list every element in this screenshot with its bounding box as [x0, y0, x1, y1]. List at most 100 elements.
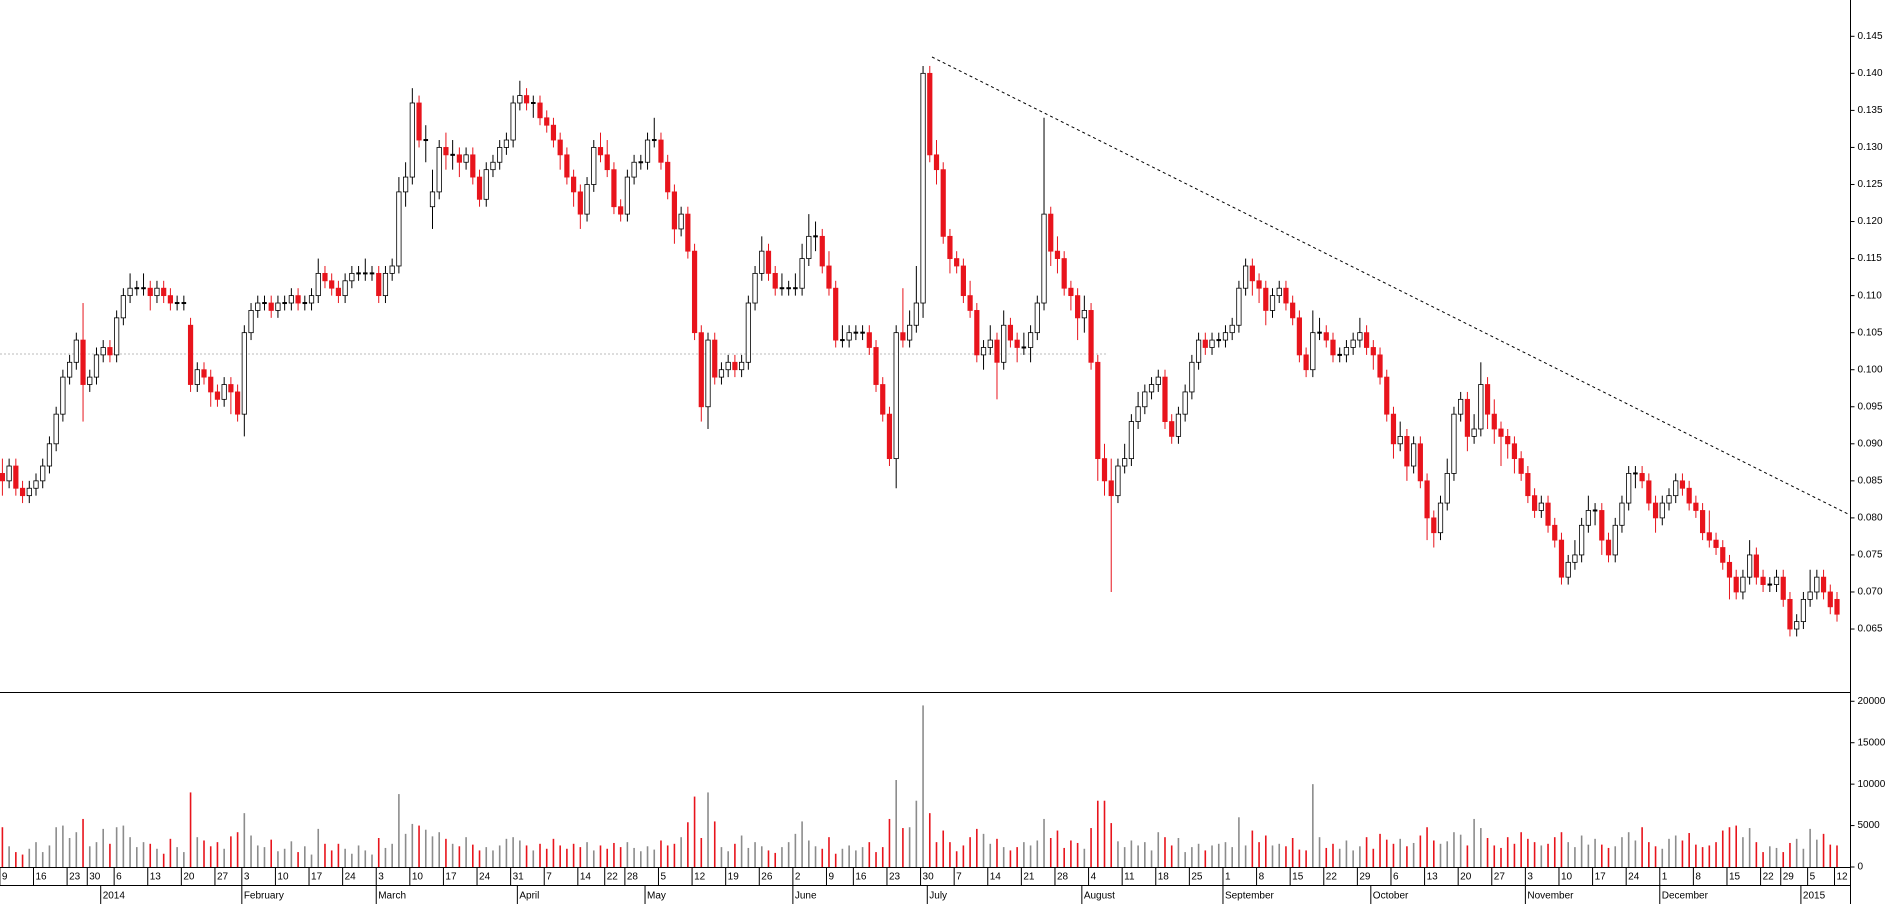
volume-bar [216, 842, 219, 867]
volume-bar [1520, 832, 1522, 867]
volume-bar [169, 838, 172, 867]
volume-bar [781, 847, 783, 867]
candle-body [1518, 458, 1524, 474]
x-tick-label: 29 [1359, 872, 1371, 883]
volume-bar [109, 843, 111, 867]
candle-body [376, 272, 382, 297]
volume-bar [1560, 832, 1563, 867]
candle-body [268, 302, 274, 311]
candle-body [544, 117, 550, 126]
volume-bar [646, 846, 649, 867]
candle-body [571, 176, 577, 193]
x-tick-label: 7 [546, 872, 552, 883]
volume-bar [1144, 842, 1146, 867]
volume-bar [915, 800, 918, 867]
volume-bar [351, 853, 353, 867]
candle-body [1552, 524, 1558, 541]
candle-body [1182, 391, 1188, 415]
volume-bar [1641, 827, 1643, 867]
candle-body [1800, 598, 1806, 623]
volume-bar [1123, 847, 1126, 867]
month-label: May [647, 891, 666, 902]
candle-body [1370, 347, 1376, 356]
volume-bar [1775, 847, 1778, 867]
candle-body [1108, 480, 1114, 497]
volume-bar [8, 846, 10, 867]
candle-body [618, 206, 624, 215]
volume-bar [834, 853, 837, 867]
volume-bar [626, 842, 629, 867]
volume-bar [922, 705, 924, 867]
volume-bar [814, 846, 817, 867]
volume-bar [1049, 838, 1052, 867]
volume-bar [122, 825, 125, 867]
candle-body [644, 139, 651, 163]
volume-bar [1587, 844, 1590, 867]
x-tick-label: 3 [378, 872, 384, 883]
volume-bar [304, 846, 306, 867]
volume-bar [438, 832, 441, 867]
volume-bar [129, 837, 131, 867]
candle-body [725, 361, 731, 371]
volume-bar [505, 838, 508, 867]
volume-bar [1197, 843, 1200, 867]
volume-bar [1594, 838, 1596, 867]
volume-bar [1385, 839, 1388, 867]
x-tick-label: 31 [513, 872, 525, 883]
candle-body [1135, 406, 1141, 422]
candle-body [799, 258, 805, 289]
candle-body [1095, 361, 1101, 460]
volume-bar [1701, 847, 1704, 867]
volume-bar [1547, 843, 1549, 867]
volume-bar [1802, 848, 1805, 867]
candle-body [1673, 480, 1679, 497]
candle-body [382, 272, 389, 297]
candle-body [1458, 398, 1464, 415]
volume-bar [1513, 843, 1516, 867]
candle-body [389, 265, 395, 274]
candle-body [490, 161, 496, 171]
candle-body [1249, 265, 1255, 282]
volume-bar [411, 823, 414, 867]
volume-bar [868, 842, 871, 867]
candle-body [1283, 287, 1289, 304]
candle-body [665, 161, 671, 193]
x-tick-label: 8 [1695, 872, 1701, 883]
volume-bar [1352, 850, 1354, 867]
y-tick-label: 0.080 [1858, 513, 1883, 524]
volume-bar [1782, 852, 1785, 867]
volume-bar [263, 847, 266, 867]
candle-body [940, 169, 946, 237]
volume-bar [1070, 840, 1072, 867]
candle-body [1612, 524, 1618, 556]
volume-bar [1103, 800, 1106, 867]
candle-body [1007, 324, 1014, 341]
candle-body [503, 139, 510, 148]
volume-bar [1332, 843, 1334, 867]
month-label: August [1084, 891, 1115, 902]
candle-body [416, 102, 422, 141]
volume-bar [673, 843, 676, 867]
candle-body [100, 347, 106, 356]
volume-bar [1600, 844, 1603, 867]
candle-body [1726, 561, 1733, 578]
volume-bar [115, 827, 118, 867]
volume-bar [747, 847, 750, 867]
volume-bar [1466, 845, 1469, 867]
volume-bar [1486, 838, 1489, 867]
volume-bar [1614, 846, 1617, 867]
candle-body [483, 169, 489, 200]
volume-bar [1379, 833, 1381, 867]
x-tick-label: 30 [923, 872, 935, 883]
y-tick-label: 0.105 [1858, 327, 1883, 338]
y-tick-label: 20000 [1858, 696, 1886, 707]
candle-body [745, 302, 751, 363]
candle-body [907, 324, 913, 341]
candle-body [1404, 435, 1410, 467]
volume-bar [1258, 842, 1260, 867]
volume-bar [1480, 828, 1482, 867]
volume-bar [317, 828, 320, 867]
candle-body [1202, 339, 1208, 348]
